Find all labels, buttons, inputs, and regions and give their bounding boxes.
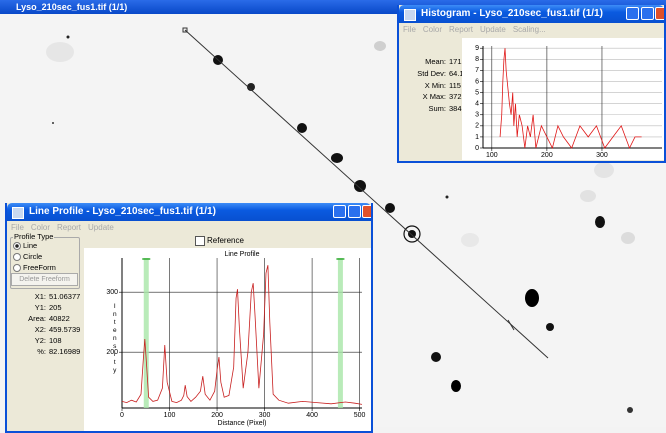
group-label: Profile Type (13, 232, 54, 241)
menu-item[interactable]: Report (449, 25, 473, 34)
reference-checkbox[interactable] (195, 236, 205, 246)
window-title: Histogram - Lyso_210sec_fus1.tif (1/1) (421, 8, 603, 19)
menu-bar: File Color Report Update Scaling... (399, 23, 664, 36)
x-tick-label: 0 (120, 412, 124, 419)
y-tick-label: 7 (475, 67, 479, 74)
x-tick-label: 100 (486, 152, 498, 159)
stat-label: Mean: (397, 57, 446, 66)
menu-item[interactable]: Scaling... (513, 25, 546, 34)
stat-label: Y1: (5, 303, 46, 312)
close-button[interactable] (655, 7, 666, 20)
menu-item[interactable]: Color (423, 25, 442, 34)
title-bar: Histogram - Lyso_210sec_fus1.tif (1/1) (399, 5, 664, 23)
y-tick-label: 9 (475, 45, 479, 52)
y-tick-label: 1 (475, 134, 479, 141)
y-tick-label: 300 (106, 289, 118, 296)
desktop: Lyso_210sec_fus1.tif (1/1) Histogram - L… (0, 0, 666, 427)
stat-value: 372 (449, 92, 462, 101)
minimize-button[interactable] (626, 7, 639, 20)
stat-label: X Max: (397, 92, 446, 101)
maximize-button[interactable] (641, 7, 654, 20)
title-bar: Line Profile - Lyso_210sec_fus1.tif (1/1… (7, 203, 371, 221)
stat-value: 108 (49, 336, 62, 345)
y-tick-label: 5 (475, 89, 479, 96)
y-tick-label: 3 (475, 112, 479, 119)
stat-value: 51.06377 (49, 292, 80, 301)
x-tick-label: 300 (596, 152, 608, 159)
y-axis-label: Intensity (111, 303, 118, 375)
x-axis-label: Distance (Pixel) (217, 420, 266, 427)
stat-value: 115 (449, 81, 461, 90)
chart-title: Line Profile (224, 251, 259, 258)
stat-value: 205 (49, 303, 62, 312)
stat-label: %: (5, 347, 46, 356)
minimize-button[interactable] (333, 205, 346, 218)
stat-value: 82.16989 (49, 347, 80, 356)
menu-item[interactable]: Color (31, 223, 50, 232)
histogram-window: Histogram - Lyso_210sec_fus1.tif (1/1) F… (397, 5, 666, 163)
reference-label: Reference (207, 236, 244, 245)
data-line (122, 265, 362, 404)
stat-label: X1: (5, 292, 46, 301)
menu-item[interactable]: Report (57, 223, 81, 232)
menu-item[interactable]: File (11, 223, 24, 232)
profile-window: Line Profile - Lyso_210sec_fus1.tif (1/1… (5, 203, 373, 433)
radio-button[interactable] (13, 242, 21, 250)
x-tick-label: 400 (306, 412, 318, 419)
stat-value: 40822 (49, 314, 70, 323)
stat-label: Y2: (5, 336, 46, 345)
stat-value: 459.5739 (49, 325, 80, 334)
radio-button[interactable] (13, 264, 21, 272)
menu-bar: File Color Report Update (7, 221, 371, 234)
stat-label: X2: (5, 325, 46, 334)
menu-item[interactable]: File (403, 25, 416, 34)
stat-label: Std Dev: (397, 69, 446, 78)
histogram-plot: 0 1 2 3 4 5 6 7 8 9 100 200 300 (462, 38, 664, 160)
window-title: Line Profile - Lyso_210sec_fus1.tif (1/1… (29, 206, 216, 217)
range-marker (338, 258, 343, 408)
y-tick-label: 2 (475, 123, 479, 130)
y-tick-label: 8 (475, 56, 479, 63)
stat-label: X Min: (397, 81, 446, 90)
menu-item[interactable]: Update (480, 25, 506, 34)
data-line (500, 48, 642, 148)
window-title: Lyso_210sec_fus1.tif (1/1) (16, 2, 127, 12)
y-tick-label: 6 (475, 78, 479, 85)
maximize-button[interactable] (348, 205, 361, 218)
stat-label: Sum: (397, 104, 446, 113)
x-tick-label: 300 (259, 412, 271, 419)
delete-button[interactable]: Delete Freeform (11, 273, 78, 286)
stat-label: Area: (5, 314, 46, 323)
radio-label: Circle (23, 252, 42, 261)
radio-button[interactable] (13, 253, 21, 261)
x-tick-label: 500 (354, 412, 366, 419)
menu-item[interactable]: Update (88, 223, 114, 232)
radio-label: FreeForm (23, 263, 56, 272)
y-tick-label: 4 (475, 100, 479, 107)
close-button[interactable] (362, 205, 373, 218)
radio-label: Line (23, 241, 37, 250)
x-tick-label: 100 (164, 412, 176, 419)
x-tick-label: 200 (541, 152, 553, 159)
x-tick-label: 200 (211, 412, 223, 419)
y-tick-label: 0 (475, 145, 479, 152)
